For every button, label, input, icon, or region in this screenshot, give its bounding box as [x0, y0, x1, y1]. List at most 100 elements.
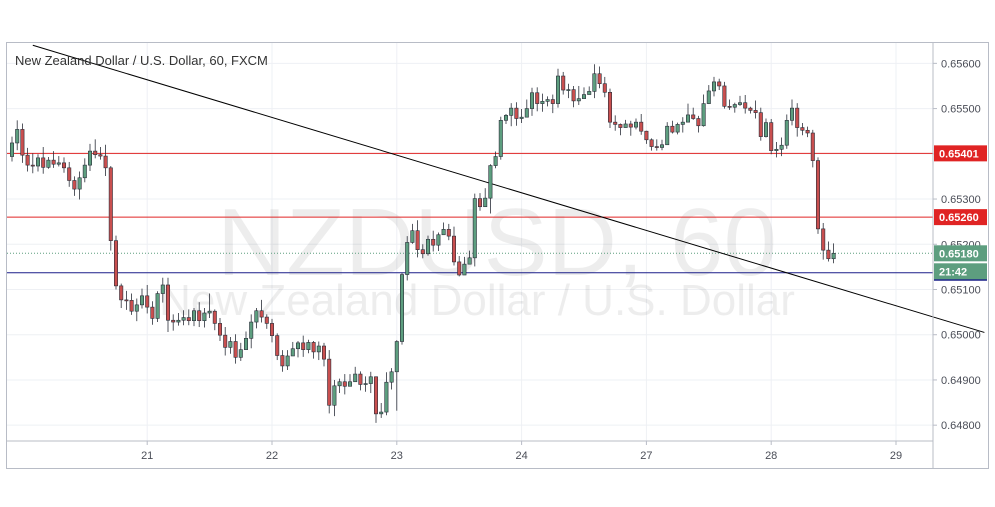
candle — [524, 99, 529, 118]
candle — [244, 331, 249, 350]
candle — [571, 85, 576, 108]
candle — [431, 230, 436, 252]
candle-body — [737, 102, 742, 105]
candles — [9, 64, 836, 423]
candle-body — [457, 261, 462, 276]
candle — [129, 293, 134, 315]
candle — [9, 136, 15, 162]
candle-body — [592, 73, 597, 92]
candle — [238, 342, 243, 361]
candle-body — [831, 253, 836, 260]
candle-body — [124, 299, 129, 302]
candle-body — [763, 122, 768, 137]
candle — [483, 188, 488, 208]
candle — [675, 122, 680, 135]
candle — [566, 83, 571, 99]
last-price-tag: 0.65180 — [939, 248, 979, 260]
watermark-symbol: NZDUSD, 60 — [217, 189, 777, 296]
candle — [306, 339, 311, 354]
candle — [685, 103, 690, 123]
candle — [311, 341, 316, 359]
candle — [316, 341, 321, 361]
candle-body — [269, 323, 274, 336]
candle — [56, 156, 61, 167]
candle — [41, 147, 46, 174]
candle — [821, 223, 826, 260]
candle — [384, 372, 389, 416]
candle — [342, 374, 347, 395]
candle — [67, 161, 72, 187]
candle — [753, 100, 758, 119]
candle — [249, 314, 254, 349]
candle-body — [722, 85, 727, 107]
candle-body — [192, 310, 197, 321]
candle — [269, 318, 274, 343]
candle-body — [212, 310, 217, 324]
candle — [160, 277, 165, 303]
candle — [176, 313, 181, 326]
candle-body — [561, 75, 566, 91]
candle — [358, 371, 363, 391]
time-tick-label: 28 — [765, 450, 777, 462]
candle — [30, 153, 35, 174]
candle — [503, 114, 508, 124]
candle-body — [576, 98, 581, 102]
time-axis[interactable]: 21 22 23 24 27 28 29 — [141, 441, 902, 462]
candlestick-chart[interactable]: NZDUSD, 60 New Zealand Dollar / U.S. Dol… — [7, 43, 988, 468]
candle-body — [774, 148, 779, 151]
candle-body — [379, 411, 384, 415]
candle-body — [462, 263, 467, 276]
price-axis[interactable]: 0.656000.655000.654000.653000.652000.651… — [933, 58, 981, 432]
candle-body — [587, 91, 592, 95]
candle — [779, 137, 784, 157]
candle — [795, 103, 800, 137]
candle-body — [529, 92, 534, 109]
candle — [581, 87, 586, 99]
candle — [223, 327, 228, 356]
candle — [212, 309, 217, 331]
candle-body — [259, 310, 264, 318]
candle — [353, 366, 358, 383]
candle-body — [410, 230, 415, 243]
candle-body — [119, 285, 124, 301]
candle — [337, 378, 342, 394]
candle — [748, 106, 753, 114]
candle-body — [654, 146, 659, 148]
candle-body — [202, 312, 207, 321]
candle — [114, 235, 119, 290]
candle-body — [431, 238, 436, 246]
candle-body — [566, 89, 571, 91]
candle-body — [389, 371, 394, 383]
candle — [670, 120, 675, 134]
candle-body — [644, 130, 649, 141]
candle — [800, 123, 805, 136]
candle-body — [140, 295, 145, 306]
candle — [446, 223, 451, 241]
candle-body — [675, 124, 680, 133]
candle — [61, 157, 66, 173]
candle — [218, 317, 223, 342]
candle — [623, 119, 628, 128]
candle — [717, 78, 722, 91]
candle-body — [30, 164, 35, 167]
candle-body — [166, 284, 171, 321]
candle — [498, 116, 503, 160]
candle — [743, 95, 748, 114]
candle-body — [659, 144, 664, 148]
candle — [815, 157, 820, 234]
candle-body — [602, 83, 607, 93]
candle — [597, 66, 602, 89]
candle-body — [540, 101, 545, 104]
candle-body — [264, 316, 269, 324]
price-tick-label: 0.65500 — [941, 104, 981, 116]
candle — [477, 193, 482, 211]
candle-body — [280, 355, 285, 367]
candle — [181, 310, 186, 326]
candle — [550, 94, 555, 114]
candle — [545, 96, 550, 107]
candle-body — [514, 107, 519, 119]
price-tick-label: 0.65000 — [941, 330, 981, 342]
candle-body — [207, 310, 212, 314]
candle-body — [446, 229, 451, 237]
